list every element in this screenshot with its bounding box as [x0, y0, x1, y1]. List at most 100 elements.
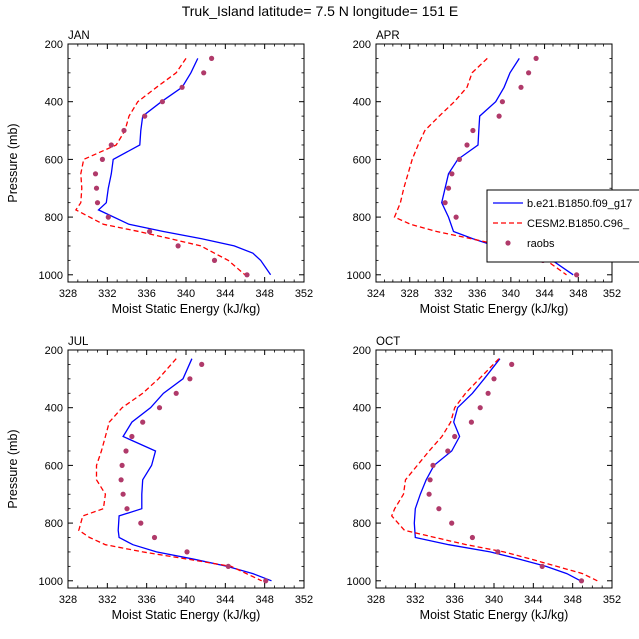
x-tick-label: 332: [98, 594, 116, 606]
raobs-point: [426, 491, 432, 497]
figure-title: Truk_Island latitude= 7.5 N longitude= 1…: [182, 3, 459, 19]
x-axis-label: Moist Static Energy (kJ/kg): [112, 302, 261, 316]
x-tick-label: 340: [485, 594, 503, 606]
raobs-point: [184, 549, 190, 555]
raobs-point: [430, 462, 436, 468]
y-tick-label: 400: [45, 403, 63, 415]
raobs-point: [129, 433, 135, 440]
panel-apr: 324 328 332 336 340 344 348 352 200 400 600 800 1000…: [347, 30, 622, 316]
legend-entry-label: CESM2.B1850.C96_: [527, 218, 630, 230]
model-b-line: [390, 358, 598, 582]
raobs-point: [94, 200, 101, 206]
y-tick-label: 800: [353, 518, 371, 530]
x-tick-label: 348: [255, 594, 273, 606]
panel-oct: 328 332 336 340 344 348 352 200 400 600 800 1000 OCT…: [347, 336, 622, 622]
raobs-point: [159, 99, 165, 105]
raobs-point: [147, 228, 153, 235]
legend-entry-label: raobs: [527, 238, 555, 250]
x-tick-label: 324: [367, 288, 385, 300]
x-tick-label: 348: [255, 288, 273, 300]
y-tick-label: 1000: [347, 576, 371, 588]
model-b-line: [74, 58, 246, 276]
raobs-point: [105, 214, 111, 220]
raobs-point: [263, 578, 269, 584]
x-tick-label: 344: [216, 288, 234, 300]
legend-marker-dot: [505, 240, 511, 246]
raobs-point: [456, 156, 462, 162]
x-tick-label: 352: [603, 288, 621, 300]
raobs-point: [436, 506, 442, 512]
panel-title: JAN: [68, 30, 90, 42]
x-tick-label: 352: [295, 594, 313, 606]
legend-box: [486, 189, 639, 263]
legend: b.e21.B1850.f09_g17 CESM2.B1850.C96_raobs: [486, 189, 639, 263]
y-tick-label: 200: [45, 345, 63, 357]
raobs-point: [138, 520, 144, 526]
y-tick-label: 800: [353, 212, 371, 224]
y-tick-label: 800: [45, 518, 63, 530]
x-tick-label: 328: [59, 594, 77, 606]
raobs-point: [244, 272, 250, 278]
y-tick-label: 600: [353, 154, 371, 166]
raobs-point: [485, 390, 491, 396]
raobs-point: [445, 448, 451, 454]
model-a-line: [117, 358, 272, 582]
raobs-point: [201, 70, 207, 76]
x-tick-label: 344: [216, 594, 234, 606]
raobs-point: [477, 405, 483, 411]
x-tick-label: 348: [563, 594, 581, 606]
raobs-point: [442, 200, 448, 206]
raobs-point: [225, 563, 231, 570]
y-axis-label: Pressure (mb): [6, 123, 20, 202]
y-tick-label: 200: [353, 345, 371, 357]
x-axis-label: Moist Static Energy (kJ/kg): [420, 302, 569, 316]
model-b-line: [78, 358, 262, 582]
y-tick-label: 400: [45, 97, 63, 109]
x-tick-label: 336: [468, 288, 486, 300]
raobs-point: [533, 55, 539, 62]
x-tick-label: 328: [59, 288, 77, 300]
raobs-point: [211, 257, 218, 263]
x-tick-label: 344: [524, 594, 542, 606]
raobs-point: [140, 419, 146, 425]
raobs-point: [119, 462, 125, 468]
raobs-point: [491, 376, 497, 382]
x-tick-label: 332: [406, 594, 424, 606]
raobs-point: [499, 99, 505, 105]
raobs-point: [121, 127, 127, 134]
x-tick-label: 340: [502, 288, 520, 300]
x-tick-label: 340: [177, 594, 195, 606]
raobs-point: [495, 549, 501, 555]
raobs-point: [120, 491, 126, 497]
raobs-point: [468, 419, 474, 425]
raobs-point: [445, 185, 452, 191]
y-tick-label: 400: [353, 97, 371, 109]
raobs-point: [92, 171, 99, 177]
raobs-point: [578, 578, 585, 584]
raobs-point: [470, 127, 476, 134]
x-axis-label: Moist Static Energy (kJ/kg): [420, 608, 569, 622]
raobs-point: [151, 534, 158, 541]
raobs-point: [156, 405, 163, 411]
raobs-point: [118, 477, 124, 483]
x-tick-label: 340: [177, 288, 195, 300]
raobs-point: [173, 390, 179, 396]
raobs-point: [187, 376, 193, 382]
raobs-point: [179, 84, 185, 90]
x-tick-label: 332: [98, 288, 116, 300]
raobs-point: [427, 477, 433, 483]
x-tick-label: 336: [137, 594, 155, 606]
raobs-point: [449, 520, 455, 526]
panel-jul: 328 332 336 340 344 348 352 200 400 600 800 1000 JUL…: [6, 336, 313, 622]
x-tick-label: 336: [137, 288, 155, 300]
raobs-point: [142, 113, 148, 119]
raobs-point: [452, 433, 458, 440]
panel-title: OCT: [376, 336, 400, 348]
raobs-point: [124, 506, 130, 512]
raobs-point: [175, 243, 181, 249]
x-tick-label: 344: [535, 288, 553, 300]
panel-title: JUL: [68, 336, 89, 348]
x-axis-label: Moist Static Energy (kJ/kg): [112, 608, 261, 622]
x-tick-label: 336: [445, 594, 463, 606]
